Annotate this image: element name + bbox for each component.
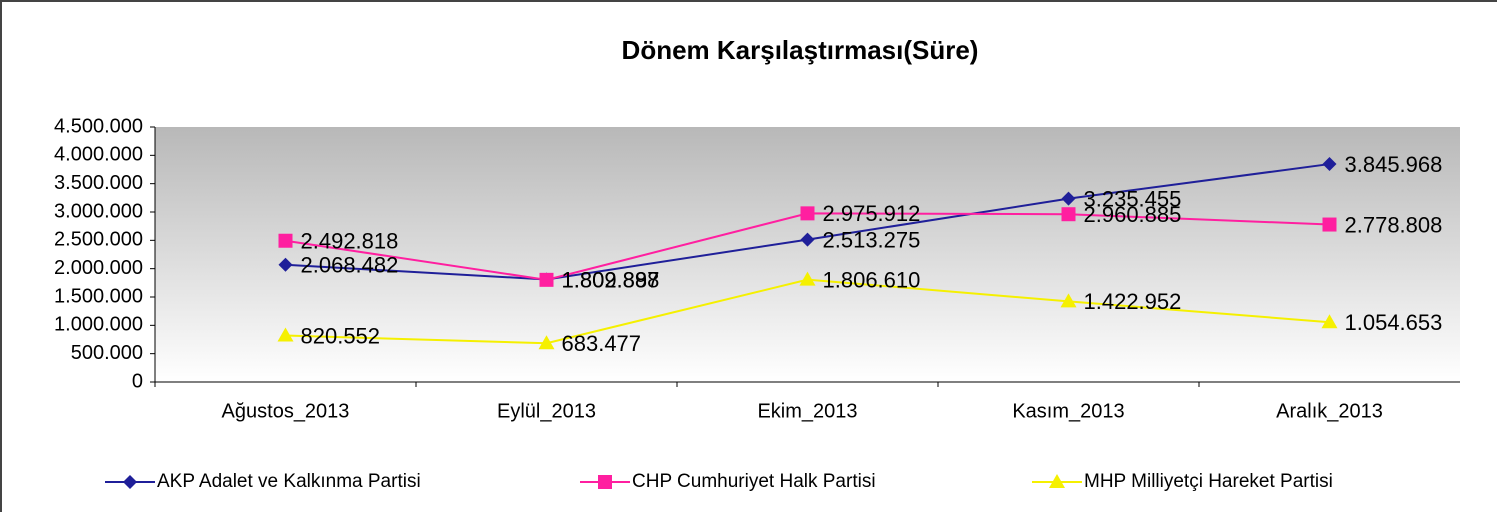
data-point — [278, 257, 293, 272]
y-tick-label: 500.000 — [71, 342, 143, 364]
y-tick-label: 0 — [132, 370, 143, 392]
x-tick-label: Ekim_2013 — [757, 400, 857, 422]
data-label: 3.235.455 — [1084, 186, 1182, 211]
data-point — [800, 232, 815, 247]
y-tick-label: 1.500.000 — [54, 285, 143, 307]
data-label: 2.068.482 — [301, 253, 399, 278]
y-tick-label: 3.500.000 — [54, 172, 143, 194]
data-label: 2.975.912 — [823, 201, 921, 226]
data-point — [1322, 157, 1337, 172]
x-tick-label: Kasım_2013 — [1012, 400, 1124, 422]
data-label: 1.422.952 — [1084, 289, 1182, 314]
y-tick-label: 2.000.000 — [54, 257, 143, 279]
data-label: 1.809.897 — [562, 267, 660, 292]
y-tick-label: 1.000.000 — [54, 314, 143, 336]
data-point — [278, 233, 293, 248]
legend-marker — [598, 475, 612, 489]
y-tick-label: 4.500.000 — [54, 115, 143, 137]
data-point — [799, 271, 816, 286]
data-point — [277, 327, 294, 342]
data-point — [538, 335, 555, 350]
legend-label: AKP Adalet ve Kalkınma Partisi — [157, 471, 421, 492]
data-label: 2.513.275 — [823, 227, 921, 252]
legend-marker — [123, 475, 137, 489]
legend-marker — [1049, 474, 1065, 488]
y-tick-label: 4.000.000 — [54, 144, 143, 166]
data-label: 1.054.653 — [1345, 310, 1443, 335]
data-point — [539, 272, 554, 287]
legend-label: MHP Milliyetçi Hareket Partisi — [1084, 471, 1333, 492]
data-label: 683.477 — [562, 331, 642, 356]
x-tick-label: Eylül_2013 — [497, 400, 596, 422]
y-tick-label: 2.500.000 — [54, 229, 143, 251]
data-label: 2.492.818 — [301, 229, 399, 254]
data-point — [1322, 217, 1337, 232]
data-point — [1321, 314, 1338, 329]
legend-label: CHP Cumhuriyet Halk Partisi — [632, 471, 876, 492]
data-point — [800, 206, 815, 221]
x-tick-label: Aralık_2013 — [1276, 400, 1383, 422]
data-label: 1.802.888 — [562, 268, 660, 293]
chart-title: Dönem Karşılaştırması(Süre) — [622, 35, 979, 65]
data-point — [1061, 191, 1076, 206]
data-point — [1060, 293, 1077, 308]
data-label: 820.552 — [301, 323, 381, 348]
data-label: 2.778.808 — [1345, 212, 1443, 237]
data-point — [1061, 207, 1076, 222]
data-label: 1.806.610 — [823, 267, 921, 292]
x-tick-label: Ağustos_2013 — [222, 400, 350, 422]
data-label: 3.845.968 — [1345, 152, 1443, 177]
y-tick-label: 3.000.000 — [54, 200, 143, 222]
data-label: 2.960.885 — [1084, 202, 1182, 227]
